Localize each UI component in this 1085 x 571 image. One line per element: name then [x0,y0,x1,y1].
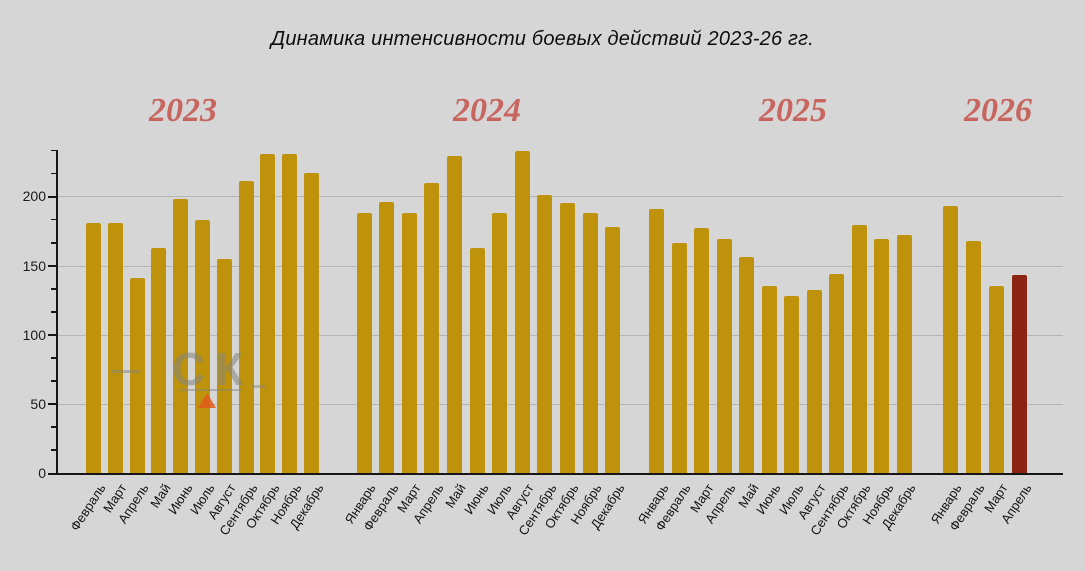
bar-2025-1 [649,208,664,473]
bar-2024-8 [514,150,530,473]
bar-2025-3 [694,228,709,473]
bar-2023-9 [260,153,276,473]
year-label-2023: 2023 [149,92,217,129]
bar-2023-7 [216,258,232,473]
bar-2023-1 [86,222,101,473]
bar-2025-5 [739,257,754,473]
ytick-minor [51,380,57,382]
ytick-minor [51,357,57,359]
chart-title: Динамика интенсивности боевых действий 2… [271,28,814,50]
bar-2023-8 [238,181,254,473]
ytick-major-150 [48,265,57,268]
bar-2024-5 [446,156,462,473]
bar-2025-12 [896,235,912,473]
watermark-underline [180,389,242,391]
ytick-major-100 [48,334,57,337]
bar-2026-2 [965,240,981,473]
bar-2025-8 [806,290,822,473]
bar-2025-11 [874,239,889,473]
bar-2025-2 [671,243,687,473]
y-axis-line [56,150,58,475]
ytick-label-150: 150 [22,257,46,274]
bar-2023-2 [107,222,123,473]
ytick-major-0 [48,472,57,475]
year-label-2026: 2026 [964,92,1032,129]
bar-2024-6 [469,247,485,473]
gridline-200 [57,196,1063,198]
bar-2024-2 [379,201,395,473]
ytick-minor [51,242,57,244]
ytick-major-50 [48,403,57,406]
ytick-major-200 [48,195,57,198]
ytick-label-100: 100 [22,326,46,343]
ytick-minor [51,218,57,221]
watermark-logo-text: СК [172,343,254,395]
bar-2026-1 [942,206,958,473]
bar-2023-5 [173,199,189,473]
ytick-minor [51,172,57,175]
bar-2025-6 [761,286,777,473]
watermark-dash-right [252,385,266,388]
ytick-label-50: 50 [30,395,46,412]
ytick-minor [51,149,57,152]
year-label-2025: 2025 [759,92,827,129]
bar-2024-7 [492,212,508,473]
watermark-dash-left [112,370,140,373]
ytick-label-200: 200 [22,188,46,205]
bar-2025-4 [716,239,732,473]
bar-2024-9 [537,195,553,473]
bar-2023-10 [282,153,298,473]
bar-2024-12 [605,226,621,473]
bar-2024-11 [582,212,598,473]
ytick-label-0: 0 [38,465,46,481]
bar-2023-4 [151,247,167,473]
bar-2023-3 [129,277,145,473]
watermark-triangle-icon [198,393,216,408]
ytick-minor [51,288,57,290]
bar-2023-11 [304,172,319,473]
bar-2024-10 [559,203,575,473]
bar-2023-6 [195,219,210,473]
ytick-minor [51,449,57,451]
bar-2025-7 [784,295,799,473]
bar-2024-1 [356,212,372,473]
year-label-2024: 2024 [453,92,521,129]
ytick-minor [51,311,57,313]
bar-2024-4 [424,182,440,473]
bar-2025-10 [851,225,867,473]
bar-2026-3 [988,286,1004,473]
bar-2026-4 [1012,275,1028,473]
bar-2024-3 [401,212,417,473]
ytick-minor [51,426,57,428]
bar-2025-9 [829,273,844,473]
x-axis-line [57,473,1063,475]
